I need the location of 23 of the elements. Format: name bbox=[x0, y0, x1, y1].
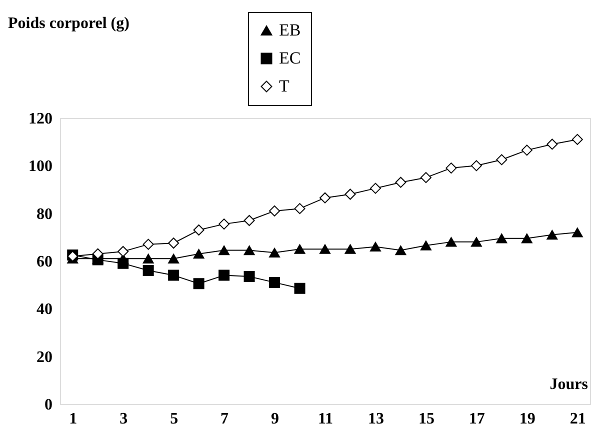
x-tick-label: 19 bbox=[519, 410, 536, 428]
x-tick-label: 17 bbox=[468, 410, 485, 428]
x-tick-label: 13 bbox=[368, 410, 384, 428]
x-tick-label: 15 bbox=[418, 410, 434, 428]
y-tick-label: 120 bbox=[28, 110, 52, 128]
x-tick-label: 11 bbox=[318, 410, 334, 428]
y-tick-label: 80 bbox=[36, 206, 52, 223]
x-tick-label: 5 bbox=[170, 410, 178, 428]
legend-label: EC bbox=[279, 48, 301, 68]
y-tick-label: 100 bbox=[28, 158, 52, 176]
legend-label: T bbox=[279, 76, 290, 96]
x-tick-label: 9 bbox=[271, 410, 280, 428]
y-axis-title: Poids corporel (g) bbox=[8, 15, 130, 32]
y-tick-label: 40 bbox=[36, 301, 52, 318]
y-tick-label: 20 bbox=[36, 348, 52, 366]
y-tick-label: 60 bbox=[36, 254, 52, 270]
y-tick-label: 0 bbox=[44, 396, 52, 414]
x-axis-title: Jours bbox=[550, 376, 588, 393]
x-tick-label: 1 bbox=[69, 410, 78, 428]
x-tick-label: 7 bbox=[220, 410, 229, 428]
x-tick-label: 21 bbox=[570, 410, 586, 428]
x-tick-label: 3 bbox=[120, 410, 128, 428]
legend-label: EB bbox=[279, 20, 301, 40]
